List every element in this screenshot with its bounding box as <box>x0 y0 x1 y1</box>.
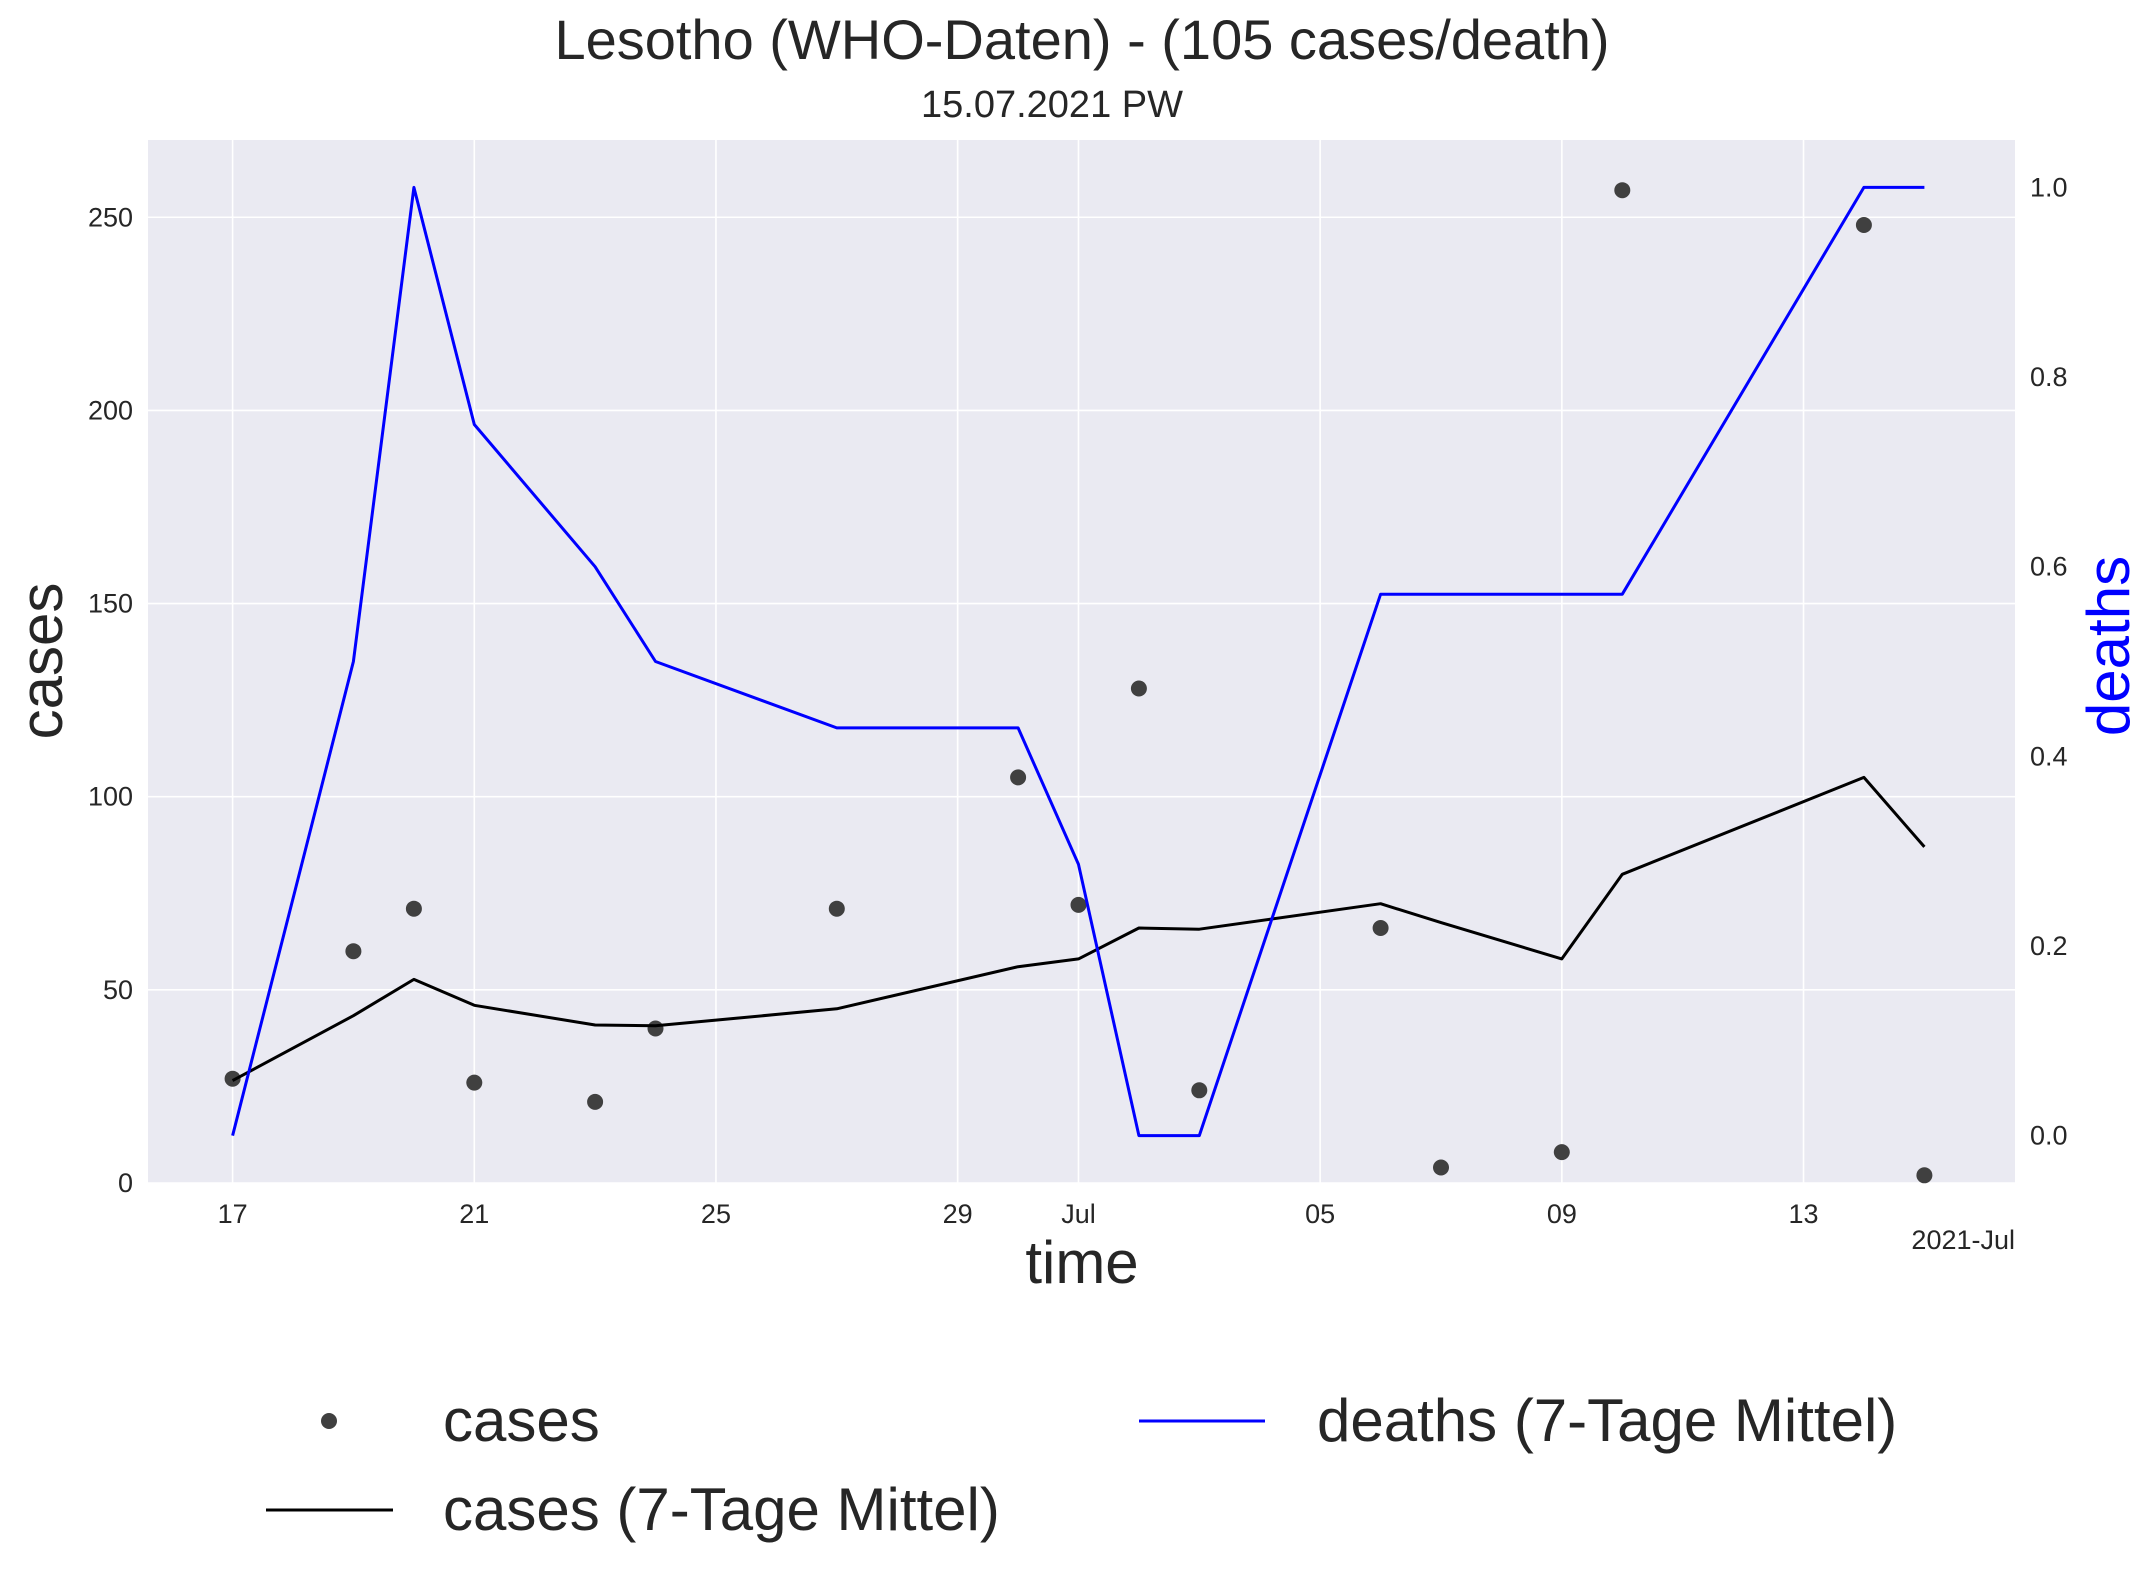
cases-point <box>1614 182 1631 199</box>
cases-avg-line <box>231 775 1926 1082</box>
cases-point <box>1191 1082 1208 1099</box>
legend-marker-cases <box>321 1413 337 1429</box>
y-tick-label-right: 0.8 <box>2030 362 2068 392</box>
y-tick-label-left: 250 <box>88 202 133 232</box>
chart-subtitle: 15.07.2021 PW <box>921 84 1183 126</box>
x-axis-label: time <box>1025 1229 1138 1296</box>
x-tick-label: Jul <box>1061 1199 1096 1229</box>
y-tick-label-left: 0 <box>118 1168 133 1198</box>
cases-point <box>1553 1144 1570 1161</box>
x-offset-label: 2021-Jul <box>1911 1225 2015 1255</box>
x-tick-label: 21 <box>459 1199 489 1229</box>
x-tick-label: 29 <box>943 1199 973 1229</box>
x-tick-label: 05 <box>1305 1199 1335 1229</box>
cases-point <box>1130 680 1147 697</box>
cases-point <box>1855 217 1872 233</box>
y-tick-label-left: 50 <box>103 975 133 1005</box>
y-tick-label-left: 100 <box>88 782 133 812</box>
y-tick-label-right: 0.0 <box>2030 1121 2068 1151</box>
x-tick-label: 17 <box>218 1199 248 1229</box>
y-tick-label-right: 0.4 <box>2030 741 2068 771</box>
legend-label-deaths-avg: deaths (7-Tage Mittel) <box>1317 1387 1897 1454</box>
y-tick-label-right: 1.0 <box>2030 172 2068 202</box>
x-tick-label: 13 <box>1789 1199 1819 1229</box>
legend-label-cases-avg: cases (7-Tage Mittel) <box>443 1476 1000 1543</box>
y-axis-label-left: cases <box>8 583 75 740</box>
cases-point <box>1010 769 1027 786</box>
chart-title: Lesotho (WHO-Daten) - (105 cases/death) <box>554 8 1609 71</box>
cases-point <box>405 900 422 917</box>
cases-point <box>224 1070 241 1087</box>
cases-point <box>587 1093 604 1110</box>
x-tick-label: 25 <box>701 1199 731 1229</box>
y-tick-label-right: 0.2 <box>2030 931 2068 961</box>
cases-point <box>1070 896 1087 913</box>
cases-point <box>466 1074 483 1091</box>
chart-marks <box>224 182 1933 1184</box>
y-tick-label-left: 200 <box>88 395 133 425</box>
axis-ticks: 17 21 25 29 Jul 05 09 13 0 50 100 150 200 250 0.0 0.2 0.… <box>88 172 2068 1229</box>
y-axis-label-right: deaths <box>2075 556 2142 736</box>
y-tick-label-right: 0.6 <box>2030 552 2068 582</box>
plot-area <box>148 140 2015 1183</box>
legend-label-cases: cases <box>443 1387 600 1454</box>
deaths-avg-line <box>231 185 1925 1138</box>
cases-point <box>345 943 362 960</box>
cases-point <box>1372 920 1389 936</box>
x-tick-label: 09 <box>1547 1199 1577 1229</box>
legend: cases cases (7-Tage Mittel) deaths (7-Ta… <box>266 1387 1897 1543</box>
cases-point <box>1916 1167 1933 1184</box>
y-tick-label-left: 150 <box>88 589 133 619</box>
cases-point <box>647 1020 664 1037</box>
grid <box>148 140 2015 1184</box>
cases-point <box>828 900 845 917</box>
cases-point <box>1433 1159 1449 1176</box>
